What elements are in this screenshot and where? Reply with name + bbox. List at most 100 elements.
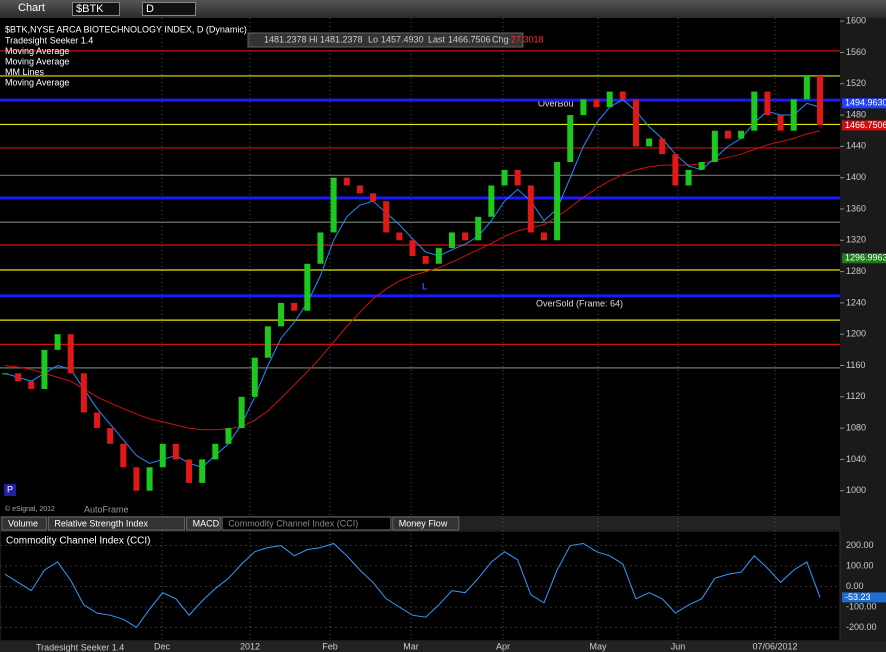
- x-tick-label: May: [589, 641, 607, 651]
- tab[interactable]: [186, 516, 221, 531]
- y-tick-label: 1200: [846, 329, 866, 339]
- moving-average: [4, 98, 821, 468]
- candle: [659, 138, 666, 155]
- annotation: OverSold (Frame: 64): [536, 298, 623, 308]
- candle: [304, 263, 311, 311]
- cci-pane: [0, 530, 841, 642]
- candle: [28, 381, 35, 389]
- info-high: 1481.2378: [320, 34, 363, 44]
- candle: [751, 91, 758, 131]
- tab-label: MACD: [193, 518, 220, 528]
- cci-title: Commodity Channel Index (CCI): [6, 536, 151, 547]
- candle: [133, 467, 140, 491]
- candle: [409, 240, 416, 256]
- price-marker: [842, 253, 886, 264]
- tab[interactable]: [221, 516, 392, 531]
- legend-entry: Moving Average: [5, 77, 69, 87]
- y-tick-label: 0.00: [846, 581, 864, 591]
- candle: [435, 248, 442, 264]
- candle: [698, 162, 705, 170]
- candle: [777, 115, 784, 131]
- candle: [317, 232, 324, 264]
- price-marker-label: 1296.9963: [845, 253, 886, 263]
- candle: [330, 177, 337, 233]
- candle: [15, 373, 22, 382]
- tab-label: Commodity Channel Index (CCI): [228, 518, 358, 528]
- y-tick-label: 1520: [846, 78, 866, 88]
- candle: [540, 232, 547, 241]
- candle: [606, 91, 613, 108]
- x-tick-label: Jun: [671, 641, 686, 651]
- info-last: 1466.7506: [448, 34, 491, 44]
- candle: [67, 334, 74, 374]
- info-change: -27.3018: [508, 34, 544, 44]
- candle: [764, 91, 771, 116]
- candle: [94, 412, 101, 429]
- price-marker-label: 1466.7506: [845, 120, 886, 130]
- candle: [462, 232, 469, 241]
- candle: [212, 443, 219, 460]
- candle: [475, 216, 482, 241]
- candle: [422, 255, 429, 264]
- legend-entry: Moving Average: [5, 46, 69, 56]
- candle: [501, 169, 508, 186]
- info-label: Chg: [492, 34, 509, 44]
- candle: [54, 334, 61, 350]
- price-marker: [842, 120, 886, 131]
- tab[interactable]: [1, 516, 47, 531]
- y-tick-label: 1360: [846, 203, 866, 213]
- annotation: OverBou: [538, 98, 574, 108]
- candle: [738, 130, 745, 139]
- info-low: 1457.4930: [381, 34, 424, 44]
- candle: [790, 99, 797, 131]
- tab-label: Relative Strength Index: [54, 518, 148, 528]
- toolbar-title: Chart: [18, 2, 45, 14]
- candle: [343, 177, 350, 186]
- y-tick-label: -100.00: [846, 601, 877, 611]
- y-tick-label: 1320: [846, 235, 866, 245]
- y-tick-label: 200.00: [846, 540, 874, 550]
- candle: [41, 349, 48, 389]
- candle: [264, 326, 271, 358]
- candle: [619, 91, 626, 100]
- tab[interactable]: [392, 516, 460, 531]
- info-label: Lo: [368, 34, 378, 44]
- x-tick-label: Mar: [403, 641, 419, 651]
- x-tick-label: Apr: [496, 641, 510, 651]
- candle: [646, 138, 653, 147]
- candle: [685, 169, 692, 186]
- candle: [107, 428, 114, 444]
- candle: [291, 302, 298, 311]
- price-marker: [842, 98, 886, 109]
- y-tick-label: 1120: [846, 391, 865, 401]
- candle: [172, 443, 179, 460]
- annotation: AutoFrame: [84, 504, 129, 514]
- symbol-input[interactable]: $BTK: [72, 2, 120, 16]
- x-tick-label: 2012: [240, 641, 260, 651]
- candle: [396, 232, 403, 241]
- y-tick-label: 1480: [846, 109, 866, 119]
- interval-input[interactable]: D: [142, 2, 196, 16]
- candle: [724, 130, 731, 139]
- footer: Tradesight Seeker 1.4: [36, 642, 124, 652]
- cci-line: [4, 542, 821, 629]
- tab-label: Money Flow: [399, 518, 448, 528]
- candle: [711, 130, 718, 163]
- cci-marker: [842, 592, 886, 603]
- info-bar: [247, 32, 524, 48]
- y-tick-label: 1600: [846, 16, 866, 26]
- info-open: 1481.2378: [264, 34, 307, 44]
- x-tick-label: Dec: [154, 641, 171, 651]
- candle: [632, 99, 639, 147]
- y-tick-label: 1080: [846, 422, 866, 432]
- candle: [225, 428, 232, 444]
- y-tick-label: 1160: [846, 360, 865, 370]
- tab[interactable]: [47, 516, 186, 531]
- candle: [488, 185, 495, 217]
- candle: [672, 154, 679, 186]
- info-label: Hi: [309, 34, 318, 44]
- tab-label: Volume: [8, 518, 38, 528]
- price-marker-label: 1494.9630: [845, 98, 886, 108]
- y-tick-label: 1000: [846, 485, 866, 495]
- candle: [554, 162, 561, 241]
